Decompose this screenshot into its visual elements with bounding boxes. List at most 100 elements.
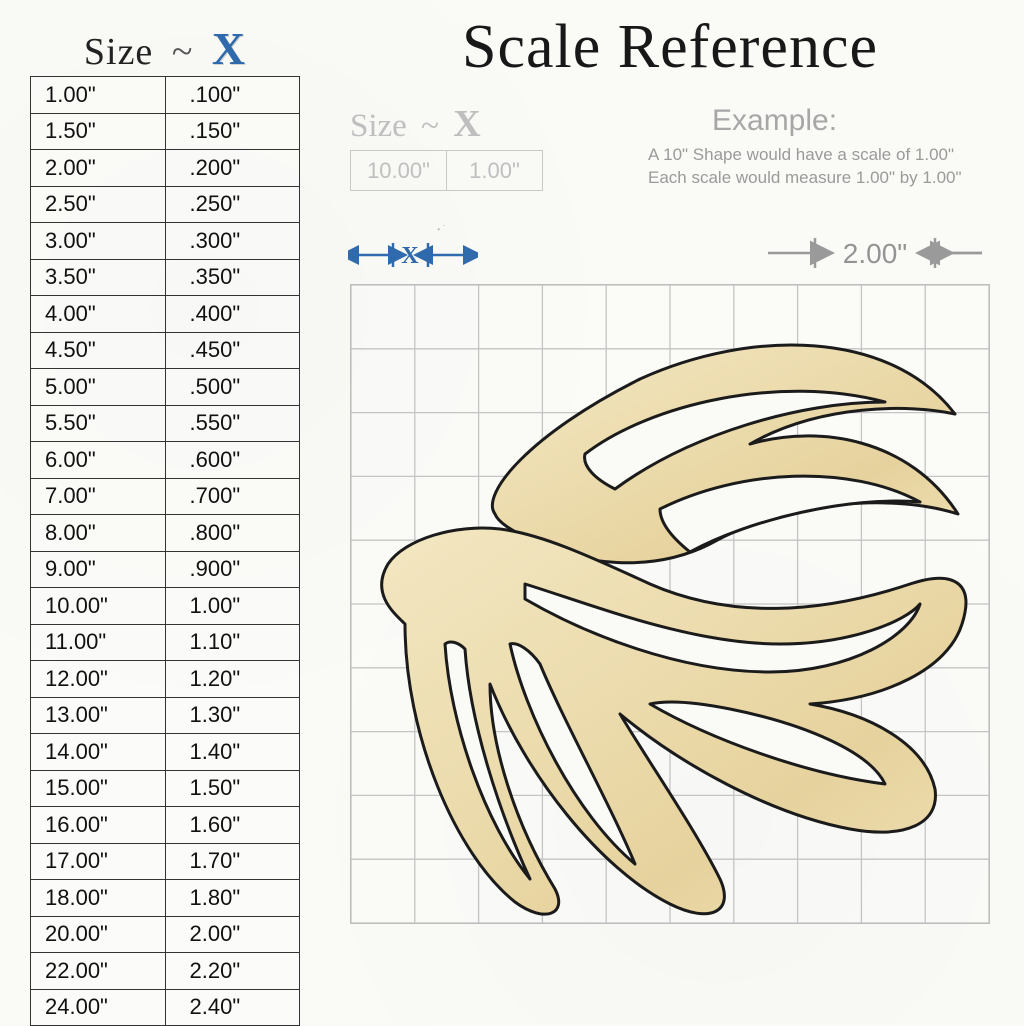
table-row: 12.00"1.20" — [31, 661, 300, 698]
size-cell: 5.00" — [31, 369, 166, 406]
size-cell: 13.00" — [31, 697, 166, 734]
table-row: 7.00".700" — [31, 478, 300, 515]
reference-grid — [350, 284, 990, 924]
x-indicator-label: X — [401, 243, 419, 269]
size-cell: 11.00" — [31, 624, 166, 661]
size-cell: 20.00" — [31, 916, 166, 953]
example-text: A 10" Shape would have a scale of 1.00" … — [648, 144, 1008, 190]
size-cell: 15.00" — [31, 770, 166, 807]
table-row: 6.00".600" — [31, 442, 300, 479]
grid-lines — [351, 285, 989, 923]
scale-cell: .100" — [165, 77, 300, 114]
sub-cell-scale: 1.00" — [447, 151, 543, 191]
sub-size-label: Size — [350, 108, 407, 144]
size-cell: 10.00" — [31, 588, 166, 625]
size-cell: 14.00" — [31, 734, 166, 771]
sub-size-table: 10.00" 1.00" — [350, 150, 543, 191]
grid-scale-label: 2.00" — [760, 238, 990, 270]
table-row: 5.00".500" — [31, 369, 300, 406]
scale-cell: .400" — [165, 296, 300, 333]
table-row: 2.00".200" — [31, 150, 300, 187]
x-scale-indicator: X — [348, 225, 478, 275]
table-row: 5.50".550" — [31, 405, 300, 442]
scale-cell: .200" — [165, 150, 300, 187]
example-line-1: A 10" Shape would have a scale of 1.00" — [648, 144, 1008, 167]
size-cell: 7.00" — [31, 478, 166, 515]
scale-cell: .550" — [165, 405, 300, 442]
grid-scale-dimension: 2.00" — [760, 228, 990, 285]
scale-cell: 1.50" — [165, 770, 300, 807]
size-cell: 22.00" — [31, 953, 166, 990]
table-row: 4.00".400" — [31, 296, 300, 333]
table-row: 14.00"1.40" — [31, 734, 300, 771]
size-header: Size ~ X — [30, 22, 300, 75]
table-row: 8.00".800" — [31, 515, 300, 552]
scale-cell: .150" — [165, 113, 300, 150]
sub-cell-size: 10.00" — [351, 151, 447, 191]
scale-cell: .300" — [165, 223, 300, 260]
size-table: 1.00".100"1.50".150"2.00".200"2.50".250"… — [30, 76, 300, 1026]
scale-cell: 1.10" — [165, 624, 300, 661]
table-row: 17.00"1.70" — [31, 843, 300, 880]
table-row: 15.00"1.50" — [31, 770, 300, 807]
size-cell: 16.00" — [31, 807, 166, 844]
scale-cell: .900" — [165, 551, 300, 588]
table-row: 1.50".150" — [31, 113, 300, 150]
size-cell: 18.00" — [31, 880, 166, 917]
table-row: 10.00"1.00" — [31, 588, 300, 625]
size-cell: 4.50" — [31, 332, 166, 369]
table-row: 1.00".100" — [31, 77, 300, 114]
size-cell: 12.00" — [31, 661, 166, 698]
size-cell: 5.50" — [31, 405, 166, 442]
size-cell: 2.50" — [31, 186, 166, 223]
table-row: 9.00".900" — [31, 551, 300, 588]
scale-cell: .700" — [165, 478, 300, 515]
table-row: 3.00".300" — [31, 223, 300, 260]
scale-cell: 1.80" — [165, 880, 300, 917]
table-row: 11.00"1.10" — [31, 624, 300, 661]
sub-size-header: Size ~ X — [350, 102, 481, 146]
table-row: 18.00"1.80" — [31, 880, 300, 917]
size-header-dash: ~ — [172, 31, 194, 73]
size-header-label: Size — [84, 31, 153, 73]
scale-cell: 2.20" — [165, 953, 300, 990]
size-cell: 17.00" — [31, 843, 166, 880]
scale-cell: 1.20" — [165, 661, 300, 698]
size-cell: 3.00" — [31, 223, 166, 260]
size-cell: 9.00" — [31, 551, 166, 588]
size-cell: 1.00" — [31, 77, 166, 114]
scale-cell: .800" — [165, 515, 300, 552]
scale-cell: 1.40" — [165, 734, 300, 771]
scale-cell: .500" — [165, 369, 300, 406]
size-cell: 24.00" — [31, 989, 166, 1026]
size-cell: 2.00" — [31, 150, 166, 187]
size-header-x: X — [212, 23, 246, 74]
scale-cell: .450" — [165, 332, 300, 369]
scale-cell: 2.00" — [165, 916, 300, 953]
size-cell: 8.00" — [31, 515, 166, 552]
scale-cell: 1.70" — [165, 843, 300, 880]
scale-cell: .250" — [165, 186, 300, 223]
table-row: 2.50".250" — [31, 186, 300, 223]
size-cell: 3.50" — [31, 259, 166, 296]
page-title: Scale Reference — [350, 12, 990, 83]
scale-cell: 1.00" — [165, 588, 300, 625]
scale-cell: 2.40" — [165, 989, 300, 1026]
table-row: 24.00"2.40" — [31, 989, 300, 1026]
sub-size-x: X — [453, 103, 480, 145]
table-row: 3.50".350" — [31, 259, 300, 296]
size-cell: 1.50" — [31, 113, 166, 150]
example-heading: Example: — [712, 104, 837, 138]
scale-cell: .600" — [165, 442, 300, 479]
table-row: 22.00"2.20" — [31, 953, 300, 990]
size-cell: 4.00" — [31, 296, 166, 333]
table-row: 16.00"1.60" — [31, 807, 300, 844]
example-line-2: Each scale would measure 1.00" by 1.00" — [648, 167, 1008, 190]
sub-size-dash: ~ — [421, 108, 439, 144]
scale-cell: .350" — [165, 259, 300, 296]
table-row: 20.00"2.00" — [31, 916, 300, 953]
scale-cell: 1.30" — [165, 697, 300, 734]
table-row: 4.50".450" — [31, 332, 300, 369]
size-cell: 6.00" — [31, 442, 166, 479]
scale-cell: 1.60" — [165, 807, 300, 844]
